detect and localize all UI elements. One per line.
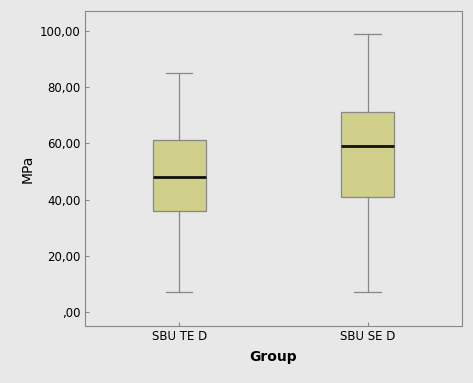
X-axis label: Group: Group — [250, 350, 297, 364]
Y-axis label: MPa: MPa — [20, 154, 35, 183]
PathPatch shape — [153, 141, 206, 211]
PathPatch shape — [342, 112, 394, 197]
